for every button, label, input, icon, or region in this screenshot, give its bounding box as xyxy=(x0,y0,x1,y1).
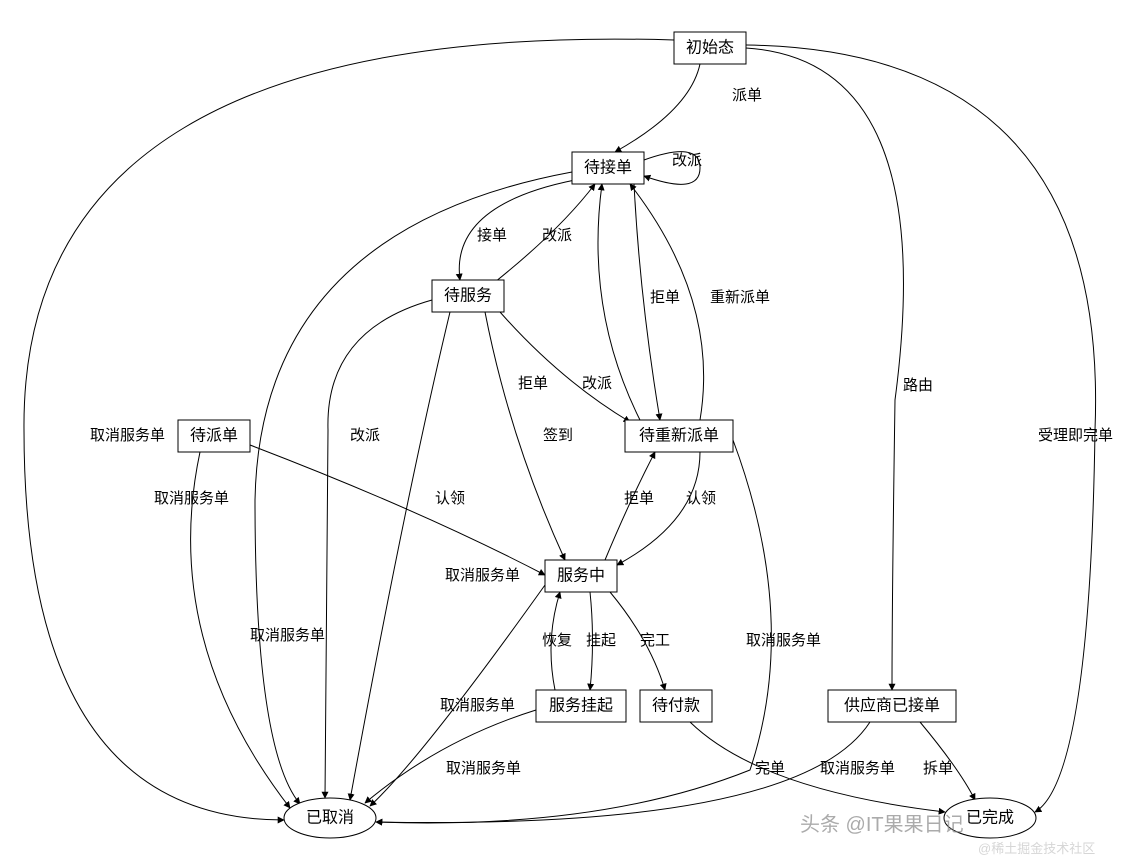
edge-label-23: 取消服务单 xyxy=(440,697,515,714)
edge-label-20: 完工 xyxy=(640,632,670,649)
edge-label-10: 拒单 xyxy=(518,375,548,392)
edge-label-11: 改派 xyxy=(582,375,612,392)
edge-label-2: 受理即完单 xyxy=(1038,427,1113,444)
edge-label-7: 拒单 xyxy=(650,289,680,306)
edge-label-5: 接单 xyxy=(477,227,507,244)
node-label-supplier: 供应商已接单 xyxy=(844,696,940,715)
edge-suspended-cancelled xyxy=(365,710,536,803)
edge-pendsrv-pendred xyxy=(500,312,630,422)
edge-pendacc-cancelled xyxy=(255,172,572,804)
edge-label-25: 完单 xyxy=(755,760,785,777)
edge-label-18: 挂起 xyxy=(586,632,616,649)
edge-label-4: 改派 xyxy=(672,152,702,169)
edge-label-22: 取消服务单 xyxy=(250,627,325,644)
node-label-cancelled: 已取消 xyxy=(306,809,354,827)
node-label-serving: 服务中 xyxy=(557,567,605,585)
edge-pendred-serving xyxy=(617,452,700,565)
edge-label-27: 拆单 xyxy=(923,760,953,777)
edge-label-19: 恢复 xyxy=(542,631,572,649)
edge-label-13: 拒单 xyxy=(624,490,654,507)
node-label-pending_red: 待重新派单 xyxy=(639,427,719,445)
watermark-2: @稀土掘金技术社区 xyxy=(978,838,1095,857)
node-label-pending_pay: 待付款 xyxy=(652,697,700,715)
edge-pendsrv-cancelled2 xyxy=(350,312,450,800)
edge-label-9: 签到 xyxy=(543,427,573,444)
node-label-initial: 初始态 xyxy=(686,39,734,57)
state-diagram: 初始态待接单待服务待重新派单待派单服务中服务挂起待付款供应商已接单已取消已完成 … xyxy=(0,0,1124,866)
edge-label-6: 改派 xyxy=(542,227,572,244)
edge-label-17: 取消服务单 xyxy=(154,490,229,507)
edge-label-8: 重新派单 xyxy=(710,289,770,306)
edge-label-24: 取消服务单 xyxy=(446,760,521,777)
edge-pendsrv-cancelled1 xyxy=(325,300,432,798)
edge-label-3: 取消服务单 xyxy=(90,427,165,444)
edge-label-14: 改派 xyxy=(350,427,380,444)
edge-initial-pendacc xyxy=(615,64,700,152)
edge-label-0: 派单 xyxy=(732,87,762,104)
edge-label-15: 取消服务单 xyxy=(445,567,520,584)
edge-penddsp-serving xyxy=(250,445,545,575)
edge-label-16: 认领 xyxy=(435,490,465,507)
edge-label-21: 取消服务单 xyxy=(746,632,821,649)
node-label-completed: 已完成 xyxy=(966,809,1014,827)
watermark-1: 头条 @IT果果日记 xyxy=(800,808,964,837)
edge-label-1: 路由 xyxy=(903,377,933,394)
node-label-pending_dsp: 待派单 xyxy=(190,427,238,445)
node-label-pending_acc: 待接单 xyxy=(584,159,632,177)
node-label-pending_srv: 待服务 xyxy=(444,287,492,305)
edge-label-12: 认领 xyxy=(686,490,716,507)
node-label-suspended: 服务挂起 xyxy=(549,697,613,715)
edge-label-26: 取消服务单 xyxy=(820,760,895,777)
edge-pendpay-completed xyxy=(690,722,945,812)
